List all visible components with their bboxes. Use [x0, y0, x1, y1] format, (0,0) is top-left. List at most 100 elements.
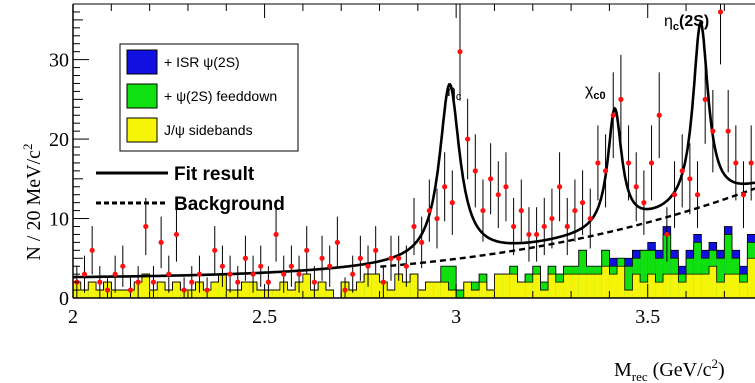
bar [118, 290, 127, 298]
bar [417, 290, 426, 298]
point-marker [442, 184, 448, 190]
bar [479, 282, 487, 298]
bar [548, 274, 556, 298]
data-point [97, 266, 103, 298]
bar [739, 282, 748, 298]
point-marker [242, 255, 249, 261]
point-marker [602, 168, 609, 174]
point-marker [258, 263, 264, 269]
data-point [189, 266, 195, 298]
bar [157, 282, 165, 298]
point-marker [212, 247, 218, 253]
point-marker [457, 49, 463, 55]
data-point [411, 197, 417, 256]
data-point [648, 125, 655, 201]
bar [410, 274, 418, 298]
point-marker [120, 263, 126, 269]
x-tick-label: 2 [68, 306, 78, 328]
point-marker [556, 184, 563, 190]
point-marker [480, 207, 486, 214]
data-point [687, 143, 693, 215]
bar [563, 274, 572, 298]
data-point [717, 4, 724, 65]
data-point [135, 266, 141, 298]
bar [448, 266, 457, 298]
bar [494, 274, 503, 298]
bar [540, 290, 549, 298]
x-tick-label: 3 [451, 306, 461, 328]
bar [325, 290, 334, 298]
bar-outline [73, 257, 755, 299]
bar [716, 282, 725, 298]
data-point [227, 255, 233, 293]
peak-label-etac: ηc [447, 83, 462, 103]
point-marker [595, 160, 601, 166]
bar [141, 274, 150, 298]
data-point [403, 245, 409, 287]
data-point [296, 255, 302, 293]
point-marker [89, 247, 95, 253]
point-marker [618, 96, 624, 102]
data-point [748, 125, 754, 201]
bar [640, 250, 648, 298]
data-point [173, 207, 180, 262]
point-marker [342, 287, 348, 293]
data-point [518, 179, 524, 242]
bar [502, 274, 510, 298]
point-marker [702, 96, 708, 102]
data-point [572, 179, 578, 242]
point-marker [97, 279, 103, 285]
data-point [587, 188, 593, 249]
point-marker [710, 128, 716, 134]
point-marker [357, 255, 363, 261]
point-marker [656, 112, 662, 118]
data-point [127, 277, 134, 298]
bar [318, 282, 326, 298]
bar [448, 290, 457, 298]
point-marker [511, 223, 517, 230]
data-point [426, 179, 432, 242]
data-point [365, 245, 371, 287]
point-marker [235, 279, 241, 285]
point-marker [694, 192, 701, 198]
data-point [671, 161, 678, 229]
point-marker [564, 223, 570, 230]
point-marker [350, 271, 356, 277]
data-point [618, 54, 624, 144]
point-marker [380, 279, 386, 285]
legend-swatch-sidebands [126, 117, 158, 143]
axes [72, 3, 755, 299]
data-point [396, 235, 402, 281]
point-marker [426, 207, 432, 214]
point-marker [273, 231, 279, 238]
point-marker [81, 271, 88, 277]
data-point [273, 207, 279, 262]
point-marker [296, 271, 302, 277]
legend-label-feeddown: + ψ(2S) feeddown [164, 88, 277, 104]
point-marker [334, 239, 340, 245]
data-point [158, 216, 164, 269]
point-marker [135, 279, 141, 285]
data-point [534, 207, 540, 262]
point-marker [534, 231, 540, 238]
bar [571, 274, 579, 298]
bar [471, 290, 480, 298]
data-point [541, 197, 547, 256]
data-point [143, 197, 149, 256]
data-point [242, 235, 249, 281]
point-marker [196, 271, 203, 277]
y-tick-label: 30 [49, 50, 69, 72]
bar [747, 258, 755, 298]
y-axis-title: N / 20 MeV/c2 [20, 143, 45, 260]
point-marker [265, 279, 272, 285]
data-point [610, 72, 616, 159]
point-marker [104, 287, 111, 293]
bar [693, 274, 702, 298]
data-point [281, 255, 287, 293]
data-point [702, 54, 708, 144]
x-tick-label: 2.5 [252, 306, 277, 328]
point-marker [250, 271, 256, 277]
data-point [181, 277, 187, 298]
point-marker [449, 200, 455, 206]
bar [678, 282, 687, 298]
